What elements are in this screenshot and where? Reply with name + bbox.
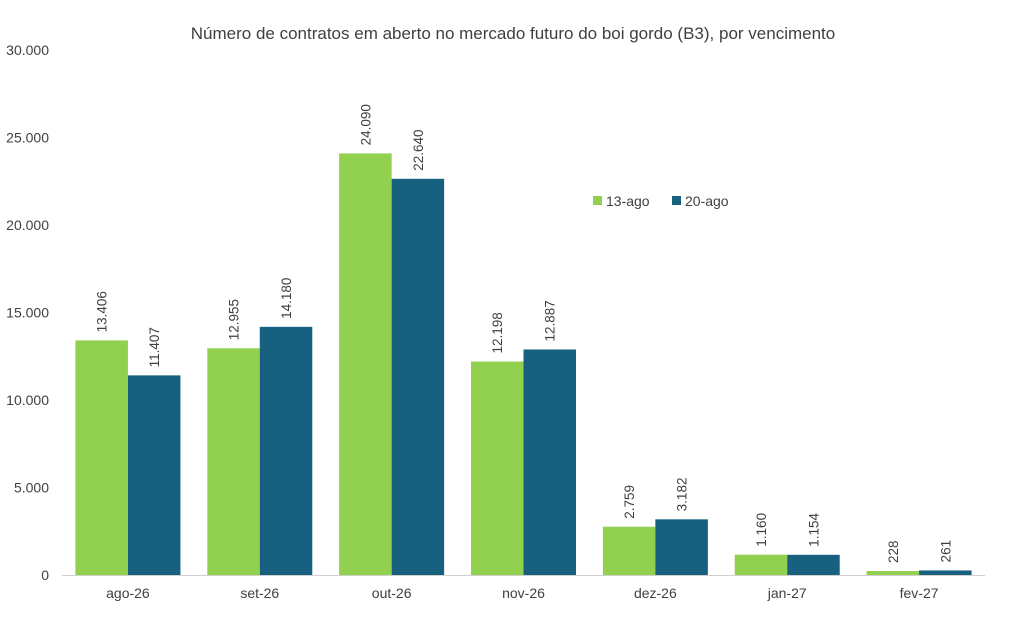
legend-swatch [593,196,602,205]
data-label: 1.160 [754,513,769,547]
data-label: 2.759 [622,485,637,519]
bar-20-ago-out-26 [391,178,445,576]
y-tick-label: 25.000 [6,130,49,146]
legend: 13-ago 20-ago [593,193,729,209]
data-label: 24.090 [358,104,373,145]
data-label: 12.955 [227,299,242,340]
bar-13-ago-out-26 [339,153,392,576]
x-tick-label: nov-26 [502,585,545,601]
data-label: 1.154 [806,513,821,547]
bar-13-ago-fev-27 [866,571,920,575]
legend-label: 20-ago [685,193,729,209]
x-tick-label: jan-27 [767,585,807,601]
legend-swatch [672,196,681,205]
y-tick-label: 0 [41,567,49,583]
y-tick-label: 20.000 [6,217,49,233]
y-tick-label: 15.000 [6,305,49,321]
data-label: 11.407 [147,327,162,367]
bar-20-ago-set-26 [259,326,313,575]
bar-20-ago-jan-27 [787,554,840,575]
data-label: 3.182 [675,478,690,512]
bar-20-ago-nov-26 [523,349,576,575]
data-label: 261 [938,540,953,563]
bar-13-ago-set-26 [207,348,260,575]
y-tick-label: 30.000 [6,42,49,58]
x-tick-label: out-26 [372,585,412,601]
data-labels-group: 13.406 11.407 12.955 14.180 24.090 22.640 12.1… [95,104,954,563]
data-label: 12.887 [543,300,558,341]
data-label: 14.180 [279,278,294,319]
chart-title: Número de contratos em aberto no mercado… [191,24,835,43]
bar-13-ago-jan-27 [734,554,788,575]
bar-20-ago-fev-27 [919,570,972,575]
y-axis: 0 5.000 10.000 15.000 20.000 25.000 30.000 [6,42,49,583]
bars-group [75,153,972,576]
legend-label: 13-ago [606,193,650,209]
y-tick-label: 10.000 [6,392,49,408]
bar-13-ago-dez-26 [602,526,656,575]
x-tick-label: dez-26 [634,585,677,601]
bar-20-ago-ago-26 [127,375,181,575]
data-label: 12.198 [490,312,505,353]
bar-13-ago-ago-26 [75,340,128,575]
x-axis: ago-26 set-26 out-26 nov-26 dez-26 jan-27 fev-… [106,585,939,601]
x-tick-label: ago-26 [106,585,150,601]
bar-20-ago-dez-26 [655,519,708,575]
data-label: 13.406 [95,291,110,332]
bar-13-ago-nov-26 [471,361,524,575]
data-label: 228 [886,540,901,563]
x-tick-label: set-26 [240,585,279,601]
y-tick-label: 5.000 [14,480,49,496]
data-label: 22.640 [411,130,426,171]
x-tick-label: fev-27 [900,585,939,601]
